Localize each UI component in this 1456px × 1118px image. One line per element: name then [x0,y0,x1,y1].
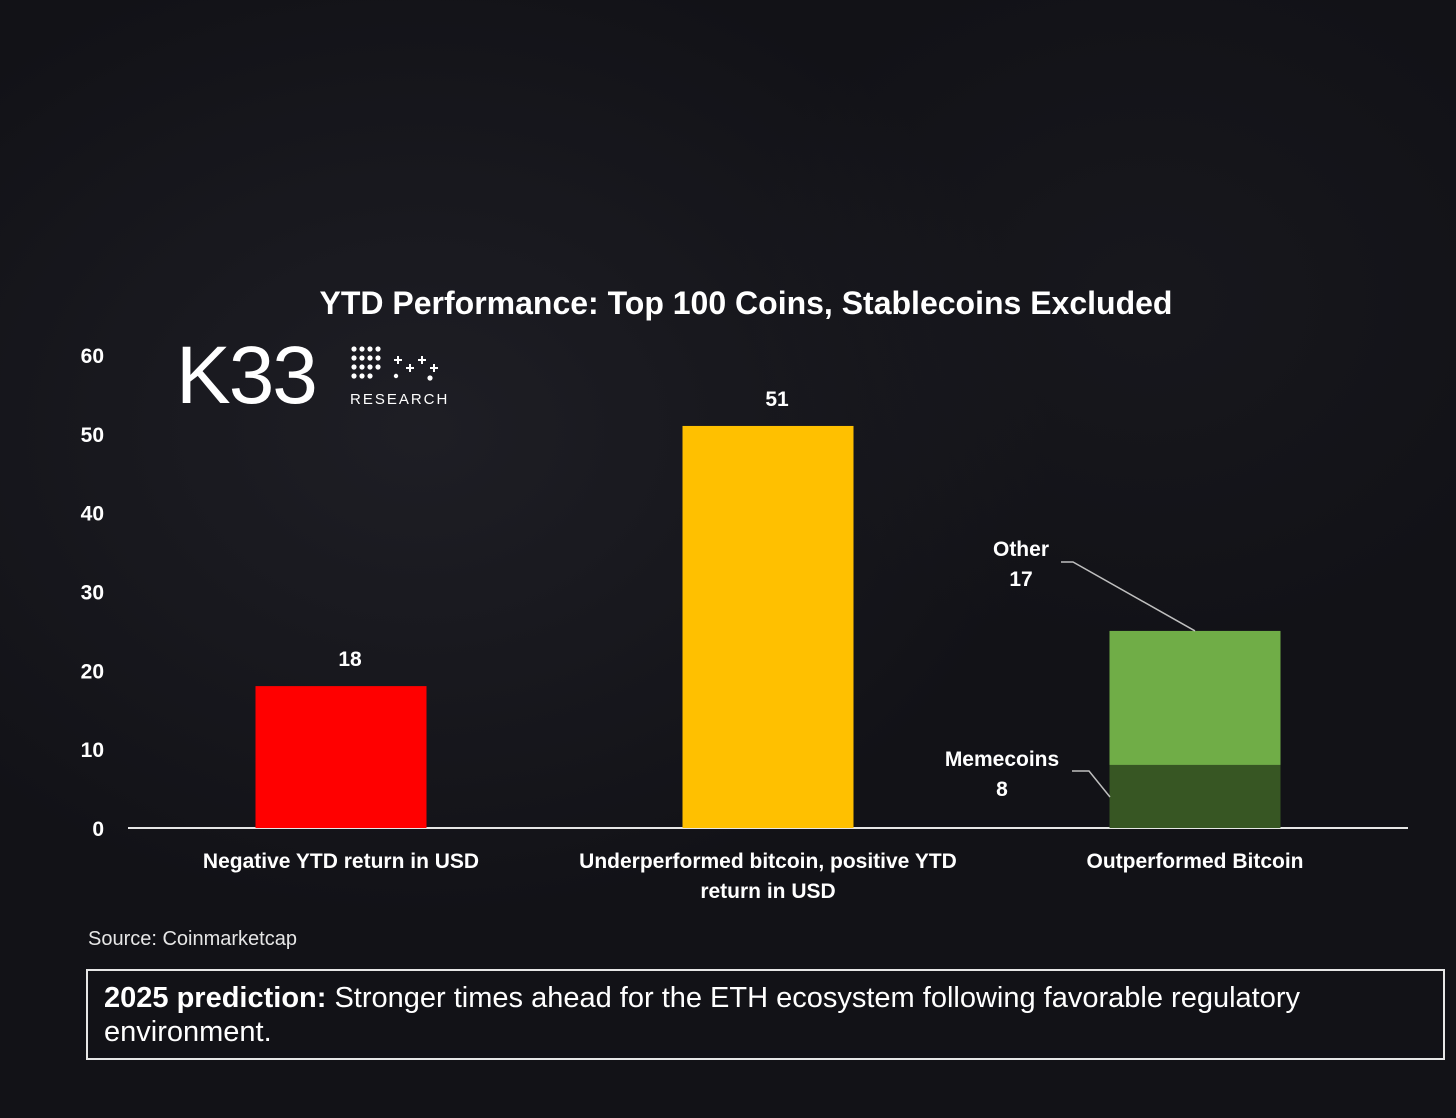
bar [255,686,427,828]
segment-name-label: Other [993,538,1049,561]
y-tick-label: 10 [81,739,104,762]
logo-text: K33 [176,330,318,421]
category-label: return in USD [700,880,835,903]
y-tick-label: 60 [81,345,104,368]
k33-research-logo: K33 RESEARCH [176,330,447,421]
prediction-lead: 2025 prediction: [104,982,327,1014]
stacked-bar-segment [1109,630,1281,765]
category-labels: Negative YTD return in USD Underperformed… [203,850,1304,903]
category-label: Negative YTD return in USD [203,850,479,873]
y-tick-label: 0 [92,818,104,841]
segment-value-label: 17 [1009,568,1032,591]
prediction-text: Stronger times ahead for the ETH ecosyst… [104,982,1300,1048]
category-label: Outperformed Bitcoin [1086,850,1303,873]
bar-value-label: 51 [765,388,789,411]
leader-line [1072,770,1111,798]
y-tick-label: 50 [81,424,104,447]
y-tick-label: 20 [81,660,104,683]
segment-value-label: 8 [996,778,1008,801]
segment-name-label: Memecoins [945,748,1059,771]
bars: 18 51 Memecoins 8 Other 17 [255,388,1281,828]
logo-dots-icon [351,346,438,381]
y-tick-label: 30 [81,582,104,605]
leader-line [1061,561,1196,632]
source-note: Source: Coinmarketcap [88,928,297,950]
prediction-box: 2025 prediction: Stronger times ahead fo… [86,969,1445,1060]
y-axis-ticks: 0 10 20 30 40 50 60 [81,345,104,841]
bar [682,425,854,828]
y-tick-label: 40 [81,503,104,526]
logo-subtext: RESEARCH [350,391,450,408]
stacked-bar-segment [1109,764,1281,828]
bar-value-label: 18 [338,648,362,671]
category-label: Underperformed bitcoin, positive YTD [579,850,957,873]
chart-title: YTD Performance: Top 100 Coins, Stableco… [320,285,1173,321]
